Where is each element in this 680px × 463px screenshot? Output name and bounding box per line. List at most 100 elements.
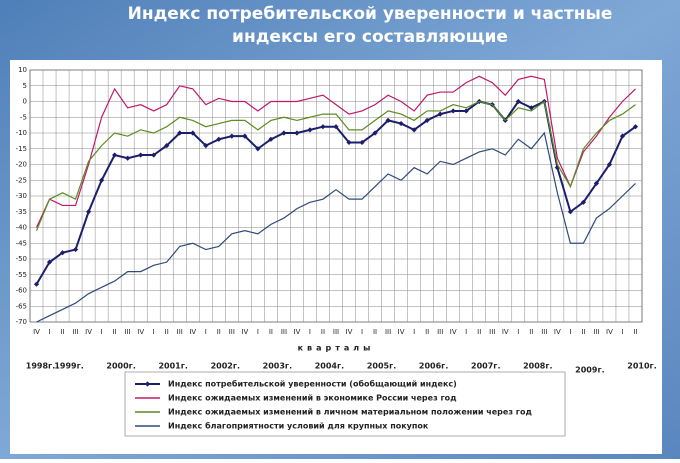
y-tick-label: -65 [16, 302, 27, 310]
data-point [346, 139, 352, 146]
chart-title: индексы его составляющие [232, 27, 508, 47]
x-tick-label: I [465, 328, 467, 336]
series-line [36, 131, 636, 323]
data-point [424, 117, 430, 123]
year-label: 1998г. [26, 362, 55, 371]
x-tick-label: III [541, 328, 547, 336]
x-tick-label: III [333, 328, 339, 336]
x-tick-label: III [281, 328, 287, 336]
y-tick-label: -10 [16, 129, 27, 137]
data-point [59, 250, 66, 256]
data-point [372, 130, 378, 136]
x-tick-label: I [101, 328, 103, 336]
data-point [164, 143, 170, 149]
x-tick-label: I [257, 328, 259, 336]
x-tick-label: III [177, 328, 183, 336]
x-tick-label: I [569, 328, 571, 336]
x-tick-label: II [425, 328, 429, 336]
y-tick-label: 10 [18, 66, 27, 74]
data-point [255, 146, 261, 152]
data-point [580, 199, 587, 205]
x-tick-label: II [113, 328, 117, 336]
year-label: 2000г. [106, 362, 135, 371]
data-point [177, 130, 183, 136]
data-point [216, 136, 222, 142]
y-tick-label: -40 [16, 224, 27, 232]
legend-label: Индекс благоприятности условий для крупн… [168, 421, 429, 431]
data-point [203, 143, 209, 149]
x-tick-label: II [477, 328, 481, 336]
y-tick-label: -35 [16, 208, 27, 216]
x-tick-label: IV [346, 328, 353, 336]
x-tick-label: II [633, 328, 637, 336]
x-tick-label: I [153, 328, 155, 336]
x-tick-label: IV [189, 328, 196, 336]
data-point [112, 152, 118, 158]
data-point [151, 152, 157, 158]
year-label: 2007г. [471, 362, 500, 371]
series-line [35, 100, 636, 231]
y-tick-label: -60 [16, 287, 27, 295]
x-tick-label: II [529, 328, 533, 336]
data-point [190, 130, 196, 136]
x-tick-label: III [229, 328, 235, 336]
year-label: 2006г. [419, 362, 448, 371]
x-tick-label: III [593, 328, 599, 336]
x-tick-label: I [48, 328, 50, 336]
x-tick-label: IV [294, 328, 301, 336]
x-tick-label: IV [241, 328, 248, 336]
y-tick-label: -15 [16, 145, 27, 153]
year-label: 2005г. [367, 362, 396, 371]
data-point [85, 209, 92, 215]
data-point [294, 130, 300, 136]
year-label: 2010г. [627, 362, 656, 371]
x-tick-label: IV [398, 328, 405, 336]
x-tick-label: II [321, 328, 325, 336]
x-tick-label: II [373, 328, 377, 336]
x-tick-label: IV [450, 328, 457, 336]
data-point [554, 165, 560, 171]
y-tick-label: -45 [16, 239, 27, 247]
data-point [281, 130, 287, 136]
data-point [307, 127, 313, 133]
x-tick-label: II [217, 328, 221, 336]
data-point [46, 259, 53, 265]
data-point [437, 111, 443, 117]
x-tick-label: III [437, 328, 443, 336]
data-point [606, 161, 613, 168]
series-line [35, 75, 636, 228]
x-tick-label: I [517, 328, 519, 336]
data-point [450, 108, 456, 114]
y-tick-label: 5 [23, 82, 27, 90]
x-tick-label: I [205, 328, 207, 336]
data-point [359, 139, 365, 146]
data-point [385, 117, 391, 123]
data-point [229, 133, 235, 139]
year-label: 2009г. [575, 366, 604, 375]
year-label: 2001г. [158, 362, 187, 371]
data-point [333, 124, 339, 130]
legend-label: Индекс ожидаемых изменений в экономике Р… [168, 394, 457, 403]
data-point [528, 105, 534, 111]
data-point [411, 127, 417, 133]
data-point [125, 155, 131, 161]
x-tick-label: III [125, 328, 131, 336]
chart-title: Индекс потребительской уверенности и час… [128, 4, 613, 24]
x-tick-label: III [385, 328, 391, 336]
data-point [33, 281, 40, 287]
data-point [593, 180, 600, 186]
x-tick-label: IV [554, 328, 561, 336]
data-point [619, 133, 626, 139]
x-tick-label: II [165, 328, 169, 336]
y-tick-label: -30 [16, 192, 27, 200]
year-label: 2008г. [523, 362, 552, 371]
year-label: 2004г. [315, 362, 344, 371]
year-label: 2002г. [211, 362, 240, 371]
x-axis-label: кварталы [298, 344, 375, 353]
data-point [515, 98, 521, 105]
y-tick-label: -50 [16, 255, 27, 263]
x-tick-label: I [309, 328, 311, 336]
y-tick-label: -5 [20, 113, 27, 121]
year-label: 1999г. [54, 362, 83, 371]
year-label: 2003г. [263, 362, 292, 371]
